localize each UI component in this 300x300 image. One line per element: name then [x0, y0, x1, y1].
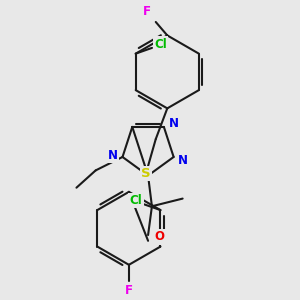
Text: N: N [178, 154, 188, 167]
Text: S: S [141, 167, 151, 180]
Text: Cl: Cl [129, 194, 142, 207]
Text: F: F [125, 284, 133, 297]
Text: N: N [108, 148, 118, 162]
Text: N: N [169, 117, 178, 130]
Text: F: F [143, 5, 151, 18]
Text: O: O [154, 230, 165, 244]
Text: Cl: Cl [154, 38, 167, 50]
Text: H: H [134, 197, 143, 207]
